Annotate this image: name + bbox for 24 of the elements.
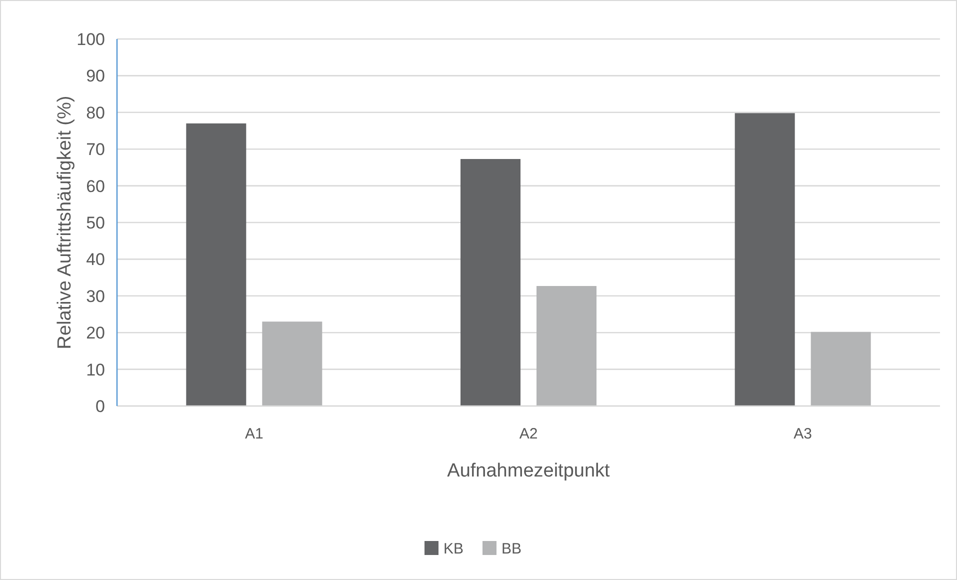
bar	[460, 159, 520, 406]
bar	[810, 332, 871, 406]
bar	[734, 113, 795, 406]
bar	[536, 286, 596, 406]
y-tick-label: 10	[86, 360, 105, 380]
x-tick-label: A3	[794, 425, 812, 442]
legend-label: KB	[444, 540, 464, 558]
y-tick-label: 100	[76, 30, 105, 49]
y-tick-label: 0	[96, 396, 105, 416]
y-tick-label: 30	[86, 286, 105, 306]
legend-label: BB	[502, 540, 522, 558]
y-tick-label: 80	[86, 103, 105, 122]
x-tick-label: A1	[244, 425, 264, 442]
y-tick-label: 70	[86, 140, 105, 160]
x-axis-title: Aufnahmezeitpunkt	[447, 460, 611, 482]
bar	[262, 322, 322, 406]
y-tick-label: 50	[86, 213, 105, 232]
y-tick-label: 90	[86, 66, 105, 86]
x-tick-label: A2	[519, 425, 538, 442]
y-tick-label: 40	[86, 250, 105, 270]
bar	[186, 123, 246, 406]
y-axis-title: Relative Auftrittshäufigkeit (%)	[54, 96, 76, 350]
y-tick-label: 60	[86, 176, 105, 196]
y-tick-label: 20	[86, 324, 105, 343]
